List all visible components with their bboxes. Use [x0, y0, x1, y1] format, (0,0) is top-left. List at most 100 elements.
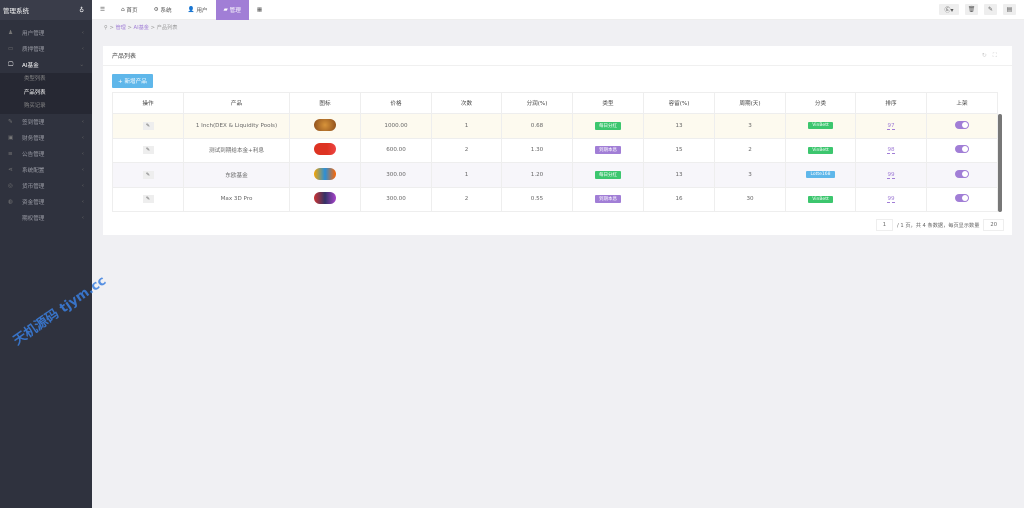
breadcrumb: ⚲ > 管理 > AI基金 > 产品列表 [104, 25, 178, 31]
column-header: 上架 [926, 92, 998, 114]
page-input[interactable]: 1 [875, 219, 893, 231]
trash-icon[interactable]: 🗑 [965, 4, 978, 15]
sidebar-item[interactable]: ◎ 货币管理 ‹ [0, 178, 92, 194]
product-list-card: 产品列表 ↻⛶ + 新增产品 操作 产品 图标 价格 次数 分润(%) 类型 容留(%) 周期(天… [103, 46, 1012, 235]
product-name: Max 3D Pro [183, 186, 290, 212]
price: 300.00 [360, 162, 432, 188]
price: 300.00 [360, 186, 432, 212]
period: 3 [714, 162, 786, 188]
product-logo [314, 118, 336, 131]
sidebar-item-label: 公告管理 [22, 151, 45, 158]
category-badge: Lotte168 [806, 171, 835, 179]
sidebar-item-label: 财务管理 [22, 135, 45, 142]
column-header: 分润(%) [501, 92, 573, 114]
column-header: 容留(%) [643, 92, 715, 114]
product-logo [314, 143, 336, 156]
category-badge: VinBett [808, 195, 833, 203]
page-size-select[interactable]: 20 [983, 219, 1004, 231]
sidebar-item[interactable]: 🖵 AI基金 ⌄ [0, 57, 92, 73]
column-header: 次数 [431, 92, 502, 114]
avatar[interactable]: Ⓔ▾ [939, 4, 959, 15]
menu-toggle-icon[interactable]: ☰ [100, 6, 106, 13]
period: 30 [714, 186, 786, 212]
sort-editable[interactable]: 97 [887, 122, 895, 130]
share: 1.30 [501, 137, 573, 163]
edit-button[interactable]: ✎ [142, 121, 154, 130]
fullscreen-icon[interactable]: ⛶ [992, 51, 1003, 59]
share: 0.68 [501, 113, 573, 139]
listed-toggle[interactable] [955, 169, 969, 178]
sidebar-item[interactable]: ✎ 签到管理 ‹ [0, 114, 92, 130]
sidebar-item-label: 签到管理 [22, 119, 45, 126]
column-header: 排序 [855, 92, 927, 114]
sidebar: 管理系统 ♁ ♟ 用户管理 ‹ ▭ 质押管理 ‹ 🖵 AI基金 ⌄ 类型列表 产品列表 购买记录 ✎ 签到管… [0, 0, 92, 508]
type-badge: 每日分红 [595, 121, 621, 130]
card-icon: ▭ [8, 46, 14, 52]
share: 1.20 [501, 162, 573, 188]
submenu: 类型列表产品列表购买记录 [0, 73, 92, 114]
retain: 13 [643, 113, 715, 139]
chevron-left-icon: ‹ [81, 134, 84, 141]
brand-title: 管理系统 [3, 7, 29, 15]
submenu-item[interactable]: 类型列表 [24, 76, 46, 82]
listed-toggle[interactable] [955, 145, 969, 154]
table-row: ✎ 1 Inch(DEX & Liquidity Pools) 1000.00 … [112, 113, 998, 139]
sidebar-item[interactable]: ≡ 公告管理 ‹ [0, 146, 92, 162]
brand: 管理系统 ♁ [0, 0, 92, 20]
sidebar-item[interactable]: ♟ 用户管理 ‹ [0, 25, 92, 41]
times: 1 [431, 162, 502, 188]
chevron-left-icon: ‹ [81, 118, 84, 125]
sidebar-item[interactable]: 期权管理 ‹ [0, 210, 92, 226]
refresh-icon[interactable]: ↻ [981, 51, 993, 59]
edit-button[interactable]: ✎ [142, 146, 154, 155]
product-table: 操作 产品 图标 价格 次数 分润(%) 类型 容留(%) 周期(天) 分类 排序 上架 ✎ 1 In… [112, 92, 998, 212]
page-info: / 1 页，共 4 条数据，每页显示数量 [897, 222, 980, 229]
submenu-item[interactable]: 产品列表 [24, 89, 46, 96]
add-product-button[interactable]: + 新增产品 [112, 74, 153, 88]
submenu-item[interactable]: 购买记录 [24, 103, 46, 109]
table-row: ✎ 测试到期给本金+利息 600.00 2 1.30 到期本息 15 2 Vin… [112, 137, 998, 163]
user-icon: ♟ [8, 30, 14, 36]
times: 2 [431, 137, 502, 163]
column-header: 类型 [572, 92, 644, 114]
category-badge: VinBett [808, 146, 833, 154]
edit-button[interactable]: ✎ [142, 195, 154, 204]
bell-icon[interactable]: ♁ [79, 6, 84, 14]
grid-icon[interactable]: ▦ [256, 6, 263, 13]
tab-system[interactable]: ⚙ 系统 [153, 6, 172, 14]
monitor-icon: 🖵 [8, 61, 14, 68]
sidebar-item[interactable]: ▣ 财务管理 ‹ [0, 130, 92, 146]
edit-button[interactable]: ✎ [142, 170, 154, 179]
breadcrumb-current: 产品列表 [156, 25, 178, 31]
edit-icon[interactable]: ✎ [984, 4, 997, 15]
chevron-left-icon: ‹ [81, 150, 84, 157]
money-icon: ▣ [8, 134, 14, 141]
breadcrumb-item[interactable]: AI基金 [133, 25, 149, 31]
sort-editable[interactable]: 99 [887, 196, 895, 204]
sidebar-item[interactable]: ◍ 资金管理 ‹ [0, 194, 92, 210]
sidebar-item[interactable]: ▭ 质押管理 ‹ [0, 41, 92, 57]
tab-home[interactable]: ⌂ 首页 [121, 6, 138, 14]
tab-user[interactable]: 👤 用户 [187, 6, 208, 14]
product-name: 东欧基金 [183, 162, 290, 188]
chevron-left-icon: ‹ [81, 214, 84, 221]
sidebar-item-label: 质押管理 [22, 47, 45, 53]
panel-icon[interactable]: ▤ [1003, 4, 1016, 15]
price: 600.00 [360, 137, 432, 163]
breadcrumb-item[interactable]: 管理 [115, 25, 126, 31]
tab-manage[interactable]: ▰ 管理 [215, 0, 249, 20]
type-badge: 到期本息 [595, 195, 621, 204]
sort-editable[interactable]: 98 [887, 147, 895, 155]
chevron-left-icon: ‹ [81, 182, 84, 189]
sidebar-item[interactable]: ⋖ 系统配置 ‹ [0, 162, 92, 178]
sidebar-item-label: 资金管理 [22, 199, 45, 206]
share: 0.55 [501, 186, 573, 212]
category-badge: VinBett [808, 122, 833, 130]
product-name: 1 Inch(DEX & Liquidity Pools) [183, 113, 290, 139]
column-header: 图标 [289, 92, 361, 114]
table-scrollbar[interactable] [998, 114, 1002, 212]
sort-editable[interactable]: 99 [887, 171, 895, 179]
chevron-left-icon: ‹ [81, 30, 84, 36]
listed-toggle[interactable] [955, 194, 969, 203]
listed-toggle[interactable] [955, 120, 969, 129]
